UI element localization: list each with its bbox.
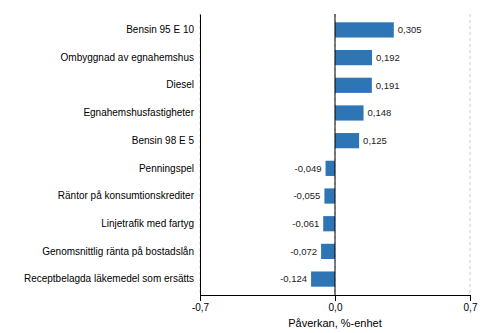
bar (326, 161, 335, 176)
plot: -0,7 0,0 0,7 Receptbelagda läkemedel som er… (24, 14, 478, 329)
x-tick-label: 0,0 (329, 302, 343, 313)
x-tick: 0,0 (329, 295, 343, 313)
bar (335, 78, 372, 93)
y-tick: Bensin 95 E 10 (126, 24, 200, 35)
data-label: -0,072 (290, 246, 317, 257)
data-label: 0,125 (363, 135, 387, 146)
y-tick-label: Bensin 95 E 10 (126, 24, 194, 35)
y-tick-label: Räntor på konsumtionskrediter (58, 190, 195, 201)
data-label: -0,055 (293, 190, 320, 201)
x-tick-mark (470, 295, 471, 301)
y-axis-line (200, 15, 201, 296)
y-tick-label: Bensin 98 E 5 (132, 135, 195, 146)
y-tick: Linjetrafik med fartyg (101, 218, 200, 229)
x-tick-label: -0,7 (192, 302, 210, 313)
data-label: 0,191 (376, 80, 400, 91)
y-tick: Receptbelagda läkemedel som ersätts (24, 273, 200, 284)
y-tick-label: Ombyggnad av egnahemshus (61, 52, 194, 63)
bar (335, 133, 359, 148)
y-tick-label: Egnahemshusfastigheter (83, 107, 194, 118)
y-tick: Räntor på konsumtionskrediter (58, 190, 200, 201)
chart-svg: -0,7 0,0 0,7 Receptbelagda läkemedel som er… (0, 0, 492, 333)
bar (335, 22, 394, 37)
x-axis-line (201, 296, 471, 302)
x-axis: -0,7 0,0 0,7 (192, 295, 478, 313)
data-label: -0,049 (295, 163, 322, 174)
y-tick: Egnahemshusfastigheter (83, 107, 200, 118)
y-tick: Diesel (166, 79, 200, 90)
data-label: -0,124 (280, 273, 307, 284)
grid (200, 14, 470, 295)
data-labels: -0,124 -0,072 -0,061 -0,055 -0,049 0,125 0,148… (280, 24, 421, 284)
zero-line (335, 14, 336, 295)
y-tick-label: Diesel (166, 79, 194, 90)
data-label: 0,192 (376, 52, 400, 63)
y-tick-label: Penningspel (139, 163, 194, 174)
x-tick: -0,7 (192, 295, 210, 313)
grid-line (335, 14, 336, 295)
x-tick-mark (335, 295, 336, 301)
data-label: 0,305 (398, 24, 422, 35)
bar (335, 105, 364, 120)
bar (324, 188, 335, 203)
y-axis: Receptbelagda läkemedel som ersätts Genom… (24, 15, 201, 296)
y-tick-label: Receptbelagda läkemedel som ersätts (24, 273, 194, 284)
bar (321, 244, 335, 259)
x-tick-label: 0,7 (464, 302, 478, 313)
y-tick: Genomsnittlig ränta på bostadslån (42, 246, 200, 257)
data-label: 0,148 (368, 107, 392, 118)
y-tick-label: Genomsnittlig ränta på bostadslån (42, 246, 194, 257)
y-tick: Penningspel (139, 163, 200, 174)
x-tick: 0,7 (464, 295, 478, 313)
bar (311, 271, 335, 286)
bar (323, 216, 335, 231)
x-axis-title: Påverkan, %-enhet (288, 317, 382, 329)
y-tick: Bensin 98 E 5 (132, 135, 200, 146)
grid-line (470, 14, 471, 295)
data-label: -0,061 (292, 218, 319, 229)
grid-line (200, 14, 201, 295)
x-tick-mark (200, 295, 201, 301)
y-tick-label: Linjetrafik med fartyg (101, 218, 194, 229)
chart-container: -0,7 0,0 0,7 Receptbelagda läkemedel som er… (0, 0, 492, 333)
bar (335, 50, 372, 65)
y-tick: Ombyggnad av egnahemshus (61, 52, 200, 63)
